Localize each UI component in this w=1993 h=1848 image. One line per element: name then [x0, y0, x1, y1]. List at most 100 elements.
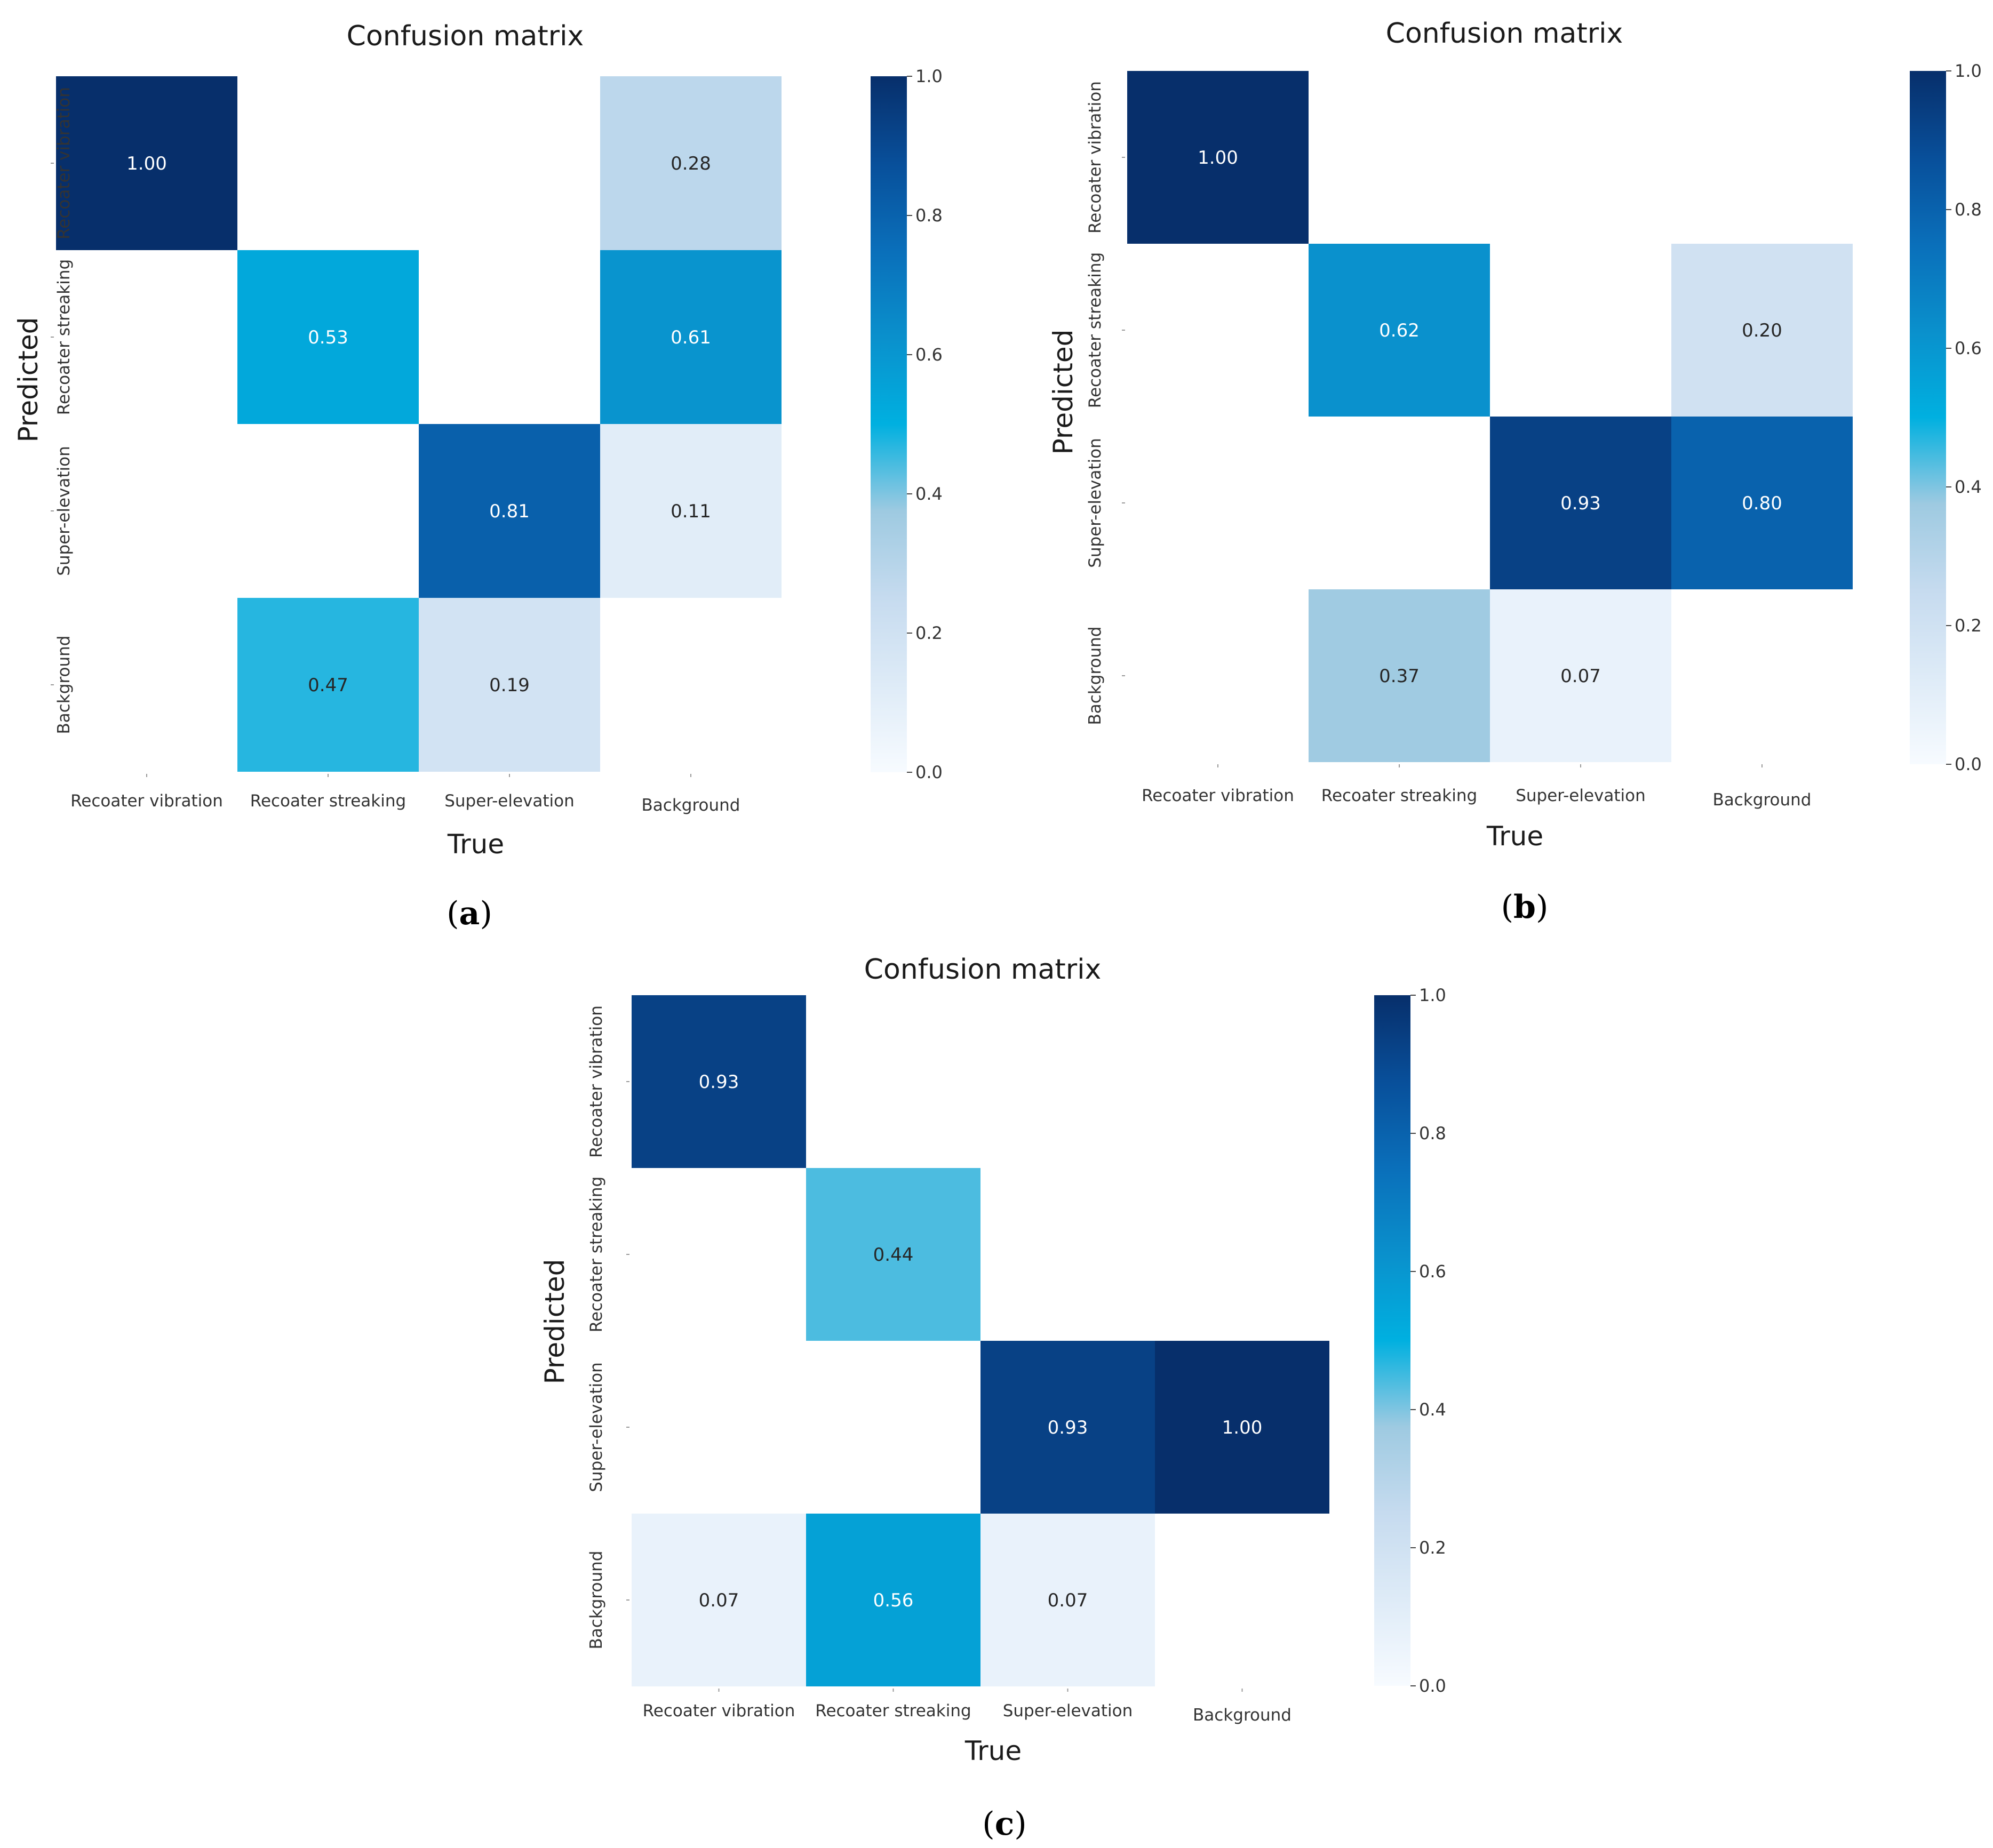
colorbar-tick-label: 0.2 — [915, 623, 943, 643]
cell-value-label: 0.07 — [1048, 1590, 1088, 1611]
cell-value-label: 1.00 — [1222, 1417, 1263, 1438]
panel-caption: (b) — [1501, 889, 1549, 926]
heatmap-cell — [1127, 71, 1309, 244]
x-tick-label: Super-elevation — [444, 791, 575, 811]
heatmap-cell — [1490, 417, 1671, 589]
cell-value-label: 0.28 — [671, 153, 711, 174]
heatmap-cell — [419, 598, 600, 772]
y-tick-label: Background — [587, 1551, 606, 1650]
cell-value-label: 0.44 — [873, 1244, 914, 1266]
colorbar-tick-label: 0.4 — [1419, 1399, 1446, 1420]
cell-value-label: 0.07 — [699, 1590, 739, 1611]
heatmap-cell — [980, 1341, 1155, 1514]
x-tick-label: Recoater streaking — [815, 1701, 971, 1721]
colorbar-tick-label: 0.0 — [1955, 754, 1982, 774]
colorbar-tick-label: 0.2 — [1955, 615, 1982, 636]
cell-value-label: 1.00 — [126, 153, 167, 174]
x-tick-label: Recoater streaking — [250, 791, 406, 811]
cell-value-label: 0.20 — [1742, 320, 1782, 341]
colorbar-tick-label: 0.8 — [1419, 1123, 1446, 1143]
caption-open-paren: ( — [447, 895, 459, 932]
caption-letter: b — [1513, 889, 1536, 926]
colorbar-tick-label: 0.6 — [1419, 1261, 1446, 1282]
chart-title: Confusion matrix — [347, 20, 584, 52]
x-tick-label: Background — [642, 796, 740, 815]
y-tick-label: Super-elevation — [54, 446, 74, 576]
heatmap-cell — [1309, 244, 1490, 417]
caption-letter: c — [995, 1805, 1015, 1843]
cell-value-label: 0.11 — [671, 501, 711, 522]
heatmap-cell — [806, 1514, 980, 1686]
cell-value-label: 1.00 — [1198, 147, 1238, 169]
heatmap-cell — [1490, 589, 1671, 762]
heatmap-cell — [600, 76, 782, 250]
x-tick-label: Recoater streaking — [1321, 786, 1477, 805]
heatmap-cell — [237, 598, 419, 772]
y-tick-label: Background — [54, 636, 74, 734]
cell-value-label: 0.61 — [671, 327, 711, 348]
heatmap-cell — [1671, 244, 1853, 417]
colorbar-tick-label: 0.0 — [1419, 1676, 1446, 1696]
cell-value-label: 0.47 — [308, 675, 348, 696]
y-tick-label: Recoater vibration — [587, 1005, 606, 1158]
heatmap-cell — [806, 1168, 980, 1341]
y-tick-label: Background — [1086, 627, 1105, 725]
y-tick-label: Super-elevation — [1086, 438, 1105, 568]
colorbar-tick-label: 0.4 — [1955, 477, 1982, 497]
cell-value-label: 0.80 — [1742, 493, 1782, 514]
colorbar-tick-label: 0.8 — [1955, 199, 1982, 220]
y-tick-label: Super-elevation — [587, 1362, 606, 1492]
caption-letter: a — [459, 895, 480, 932]
cell-value-label: 0.07 — [1560, 666, 1601, 687]
y-tick-label: Recoater streaking — [587, 1177, 606, 1332]
cell-value-label: 0.81 — [489, 501, 530, 522]
cell-value-label: 0.93 — [1560, 493, 1601, 514]
x-axis-label: True — [964, 1735, 1022, 1766]
colorbar — [1910, 71, 1946, 764]
cell-value-label: 0.19 — [489, 675, 530, 696]
colorbar-tick-label: 0.2 — [1419, 1538, 1446, 1558]
panel-caption: (c) — [982, 1805, 1026, 1843]
caption-close-paren: ) — [1536, 889, 1548, 926]
y-tick-label: Recoater vibration — [1086, 81, 1105, 234]
y-tick-label: Recoater streaking — [1086, 252, 1105, 408]
cell-value-label: 0.62 — [1379, 320, 1420, 341]
chart-panel-a: Confusion matrix 1.00 0.28 0.53 0.61 0.81 0.11… — [13, 20, 943, 932]
heatmap-cell — [419, 424, 600, 598]
colorbar-tick-label: 0.8 — [915, 205, 943, 226]
cell-value-label: 0.93 — [699, 1071, 739, 1093]
heatmap-cell — [980, 1514, 1155, 1686]
heatmap-cell — [600, 250, 782, 424]
chart-title: Confusion matrix — [1386, 18, 1623, 50]
heatmap-cell — [1671, 417, 1853, 589]
heatmap-cell — [600, 424, 782, 598]
y-axis-label: Predicted — [539, 1259, 570, 1385]
heatmap-cell — [632, 1514, 806, 1686]
cell-value-label: 0.53 — [308, 327, 348, 348]
colorbar-tick-label: 1.0 — [915, 66, 943, 86]
cell-value-label: 0.93 — [1048, 1417, 1088, 1438]
cell-value-label: 0.37 — [1379, 666, 1420, 687]
chart-panel-c: Confusion matrix 0.93 0.44 0.93 1.00 0.07 0.56… — [539, 954, 1446, 1843]
y-axis-label: Predicted — [13, 317, 44, 443]
x-tick-label: Super-elevation — [1516, 786, 1646, 805]
colorbar-tick-label: 0.0 — [915, 762, 943, 782]
x-tick-label: Background — [1713, 790, 1812, 810]
caption-open-paren: ( — [1501, 889, 1513, 926]
caption-close-paren: ) — [1014, 1805, 1026, 1843]
caption-close-paren: ) — [480, 895, 492, 932]
x-tick-label: Recoater vibration — [70, 791, 223, 811]
x-tick-label: Recoater vibration — [1142, 786, 1294, 805]
heatmap-cell — [632, 995, 806, 1168]
colorbar-tick-label: 0.4 — [915, 484, 943, 504]
heatmap-cell — [1309, 589, 1490, 762]
y-tick-label: Recoater vibration — [54, 87, 74, 239]
colorbar-tick-label: 1.0 — [1419, 985, 1446, 1005]
colorbar — [1374, 995, 1410, 1686]
y-axis-label: Predicted — [1048, 330, 1079, 455]
x-axis-label: True — [1486, 821, 1543, 852]
heatmap-cell — [237, 250, 419, 424]
colorbar — [871, 76, 907, 772]
cell-value-label: 0.56 — [873, 1590, 914, 1611]
